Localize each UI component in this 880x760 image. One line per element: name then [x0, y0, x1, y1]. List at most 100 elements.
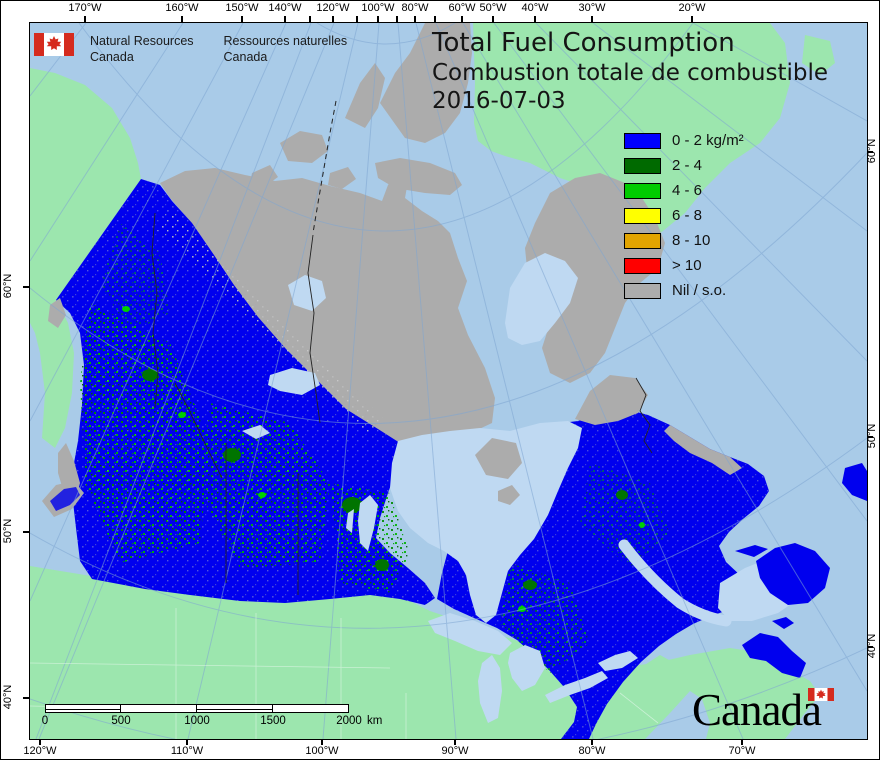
- scale-tick-label: 0: [41, 715, 49, 727]
- wordmark-flag-icon: [808, 688, 834, 701]
- longitude-minor-tick: [396, 16, 398, 22]
- lake-winnipeg: [346, 495, 378, 551]
- longitude-label: 120°W: [316, 2, 350, 14]
- longitude-label: 100°W: [361, 2, 395, 14]
- legend-swatch: [624, 282, 661, 299]
- lake-erie: [545, 671, 608, 703]
- longitude-label: 100°W: [305, 745, 339, 757]
- legend-label: 6 - 8: [672, 207, 703, 224]
- legend-label: Nil / s.o.: [672, 282, 727, 299]
- maine-new-england: [590, 655, 690, 739]
- longitude-label: 170°W: [68, 2, 102, 14]
- legend-label: 2 - 4: [672, 157, 703, 174]
- labrador-coast-tundra: [664, 425, 742, 475]
- parry-islands: [250, 131, 356, 189]
- legend-swatch: [624, 182, 661, 199]
- nrcan-en-line2: Canada: [90, 50, 134, 64]
- longitude-tick: [39, 739, 41, 745]
- legend-swatch: [624, 207, 661, 224]
- nrcan-fr-line1: Ressources naturelles: [223, 34, 348, 48]
- nrcan-french-name: Ressources naturelles Canada: [224, 33, 348, 65]
- legend-row: 8 - 10: [624, 232, 744, 249]
- latitude-tick: [23, 697, 29, 699]
- southampton-island: [475, 438, 522, 479]
- hudson-bay: [390, 421, 582, 623]
- longitude-label: 160°W: [165, 2, 199, 14]
- legend-swatch: [624, 232, 661, 249]
- longitude-label: 150°W: [225, 2, 259, 14]
- longitude-label: 30°W: [578, 2, 606, 14]
- scale-segment: [45, 704, 121, 713]
- legend-row: 0 - 2 kg/m²: [624, 132, 744, 149]
- latitude-label: 60°N: [2, 273, 14, 299]
- boundary-lines: [151, 212, 653, 595]
- vancouver-island-fuel: [50, 487, 80, 511]
- coast-mountains-gray: [48, 298, 80, 505]
- longitude-tick: [492, 16, 494, 22]
- newfoundland: [756, 543, 830, 605]
- longitude-tick: [591, 739, 593, 745]
- latitude-label: 40°N: [866, 633, 878, 659]
- longitude-label: 70°W: [728, 745, 756, 757]
- legend-label: 8 - 10: [672, 232, 711, 249]
- map-title-en: Total Fuel Consumption: [432, 28, 735, 58]
- longitude-tick: [414, 16, 416, 22]
- foxe-basin: [505, 253, 578, 345]
- longitude-label: 40°W: [521, 2, 549, 14]
- great-bear-lake: [288, 275, 326, 311]
- latitude-label: 50°N: [2, 518, 14, 544]
- legend-swatch: [624, 257, 661, 274]
- nrcan-signature: Natural Resources Canada Ressources natu…: [34, 33, 347, 65]
- legend-row: 6 - 8: [624, 207, 744, 224]
- coats-island: [498, 485, 520, 505]
- longitude-tick: [454, 739, 456, 745]
- iceland-islet: [802, 35, 835, 75]
- map-date: 2016-07-03: [432, 88, 566, 114]
- legend-row: > 10: [624, 257, 744, 274]
- graticule-lines: [30, 23, 867, 739]
- longitude-minor-tick: [434, 16, 436, 22]
- scale-bar-labels: 0 500 1000 1500 2000 km: [41, 715, 445, 729]
- longitude-minor-tick: [356, 16, 358, 22]
- longitude-label: 60°W: [448, 2, 476, 14]
- longitude-tick: [241, 16, 243, 22]
- scale-tick-label: 500: [111, 715, 131, 727]
- longitude-label: 20°W: [678, 2, 706, 14]
- latitude-label: 40°N: [2, 684, 14, 710]
- st-lawrence-river: [618, 539, 732, 627]
- legend-row: 4 - 6: [624, 182, 744, 199]
- longitude-tick: [591, 16, 593, 22]
- longitude-label: 110°W: [170, 745, 204, 757]
- latitude-tick: [867, 646, 873, 648]
- longitude-tick: [461, 16, 463, 22]
- scale-tick-label: 1500: [260, 715, 286, 727]
- latitude-label: 60°N: [866, 138, 878, 164]
- alaska-land: [30, 68, 141, 448]
- legend-row: 2 - 4: [624, 157, 744, 174]
- longitude-tick: [691, 16, 693, 22]
- scale-segment: [121, 704, 197, 713]
- somerset-island: [338, 205, 380, 241]
- legend-label: > 10: [672, 257, 702, 274]
- latitude-tick: [867, 436, 873, 438]
- latitude-tick: [23, 286, 29, 288]
- avalon-edge: [842, 463, 867, 501]
- map-title-fr: Combustion totale de combustible: [432, 60, 829, 86]
- nrcan-en-line1: Natural Resources: [90, 34, 194, 48]
- lake-michigan: [478, 655, 502, 723]
- devon-island: [375, 158, 462, 195]
- scale-bar: [45, 704, 349, 713]
- greenland-land: [473, 23, 790, 238]
- lake-huron: [508, 645, 545, 691]
- longitude-tick: [741, 739, 743, 745]
- legend-label: 4 - 6: [672, 182, 703, 199]
- great-slave-lake: [268, 368, 320, 395]
- longitude-tick: [377, 16, 379, 22]
- scale-unit-label: km: [367, 715, 383, 727]
- legend-label: 0 - 2 kg/m²: [672, 132, 744, 149]
- longitude-tick: [321, 739, 323, 745]
- scale-segment: [273, 704, 349, 713]
- longitude-tick: [181, 16, 183, 22]
- legend-swatch: [624, 132, 661, 149]
- atlantic-corner: [645, 691, 710, 739]
